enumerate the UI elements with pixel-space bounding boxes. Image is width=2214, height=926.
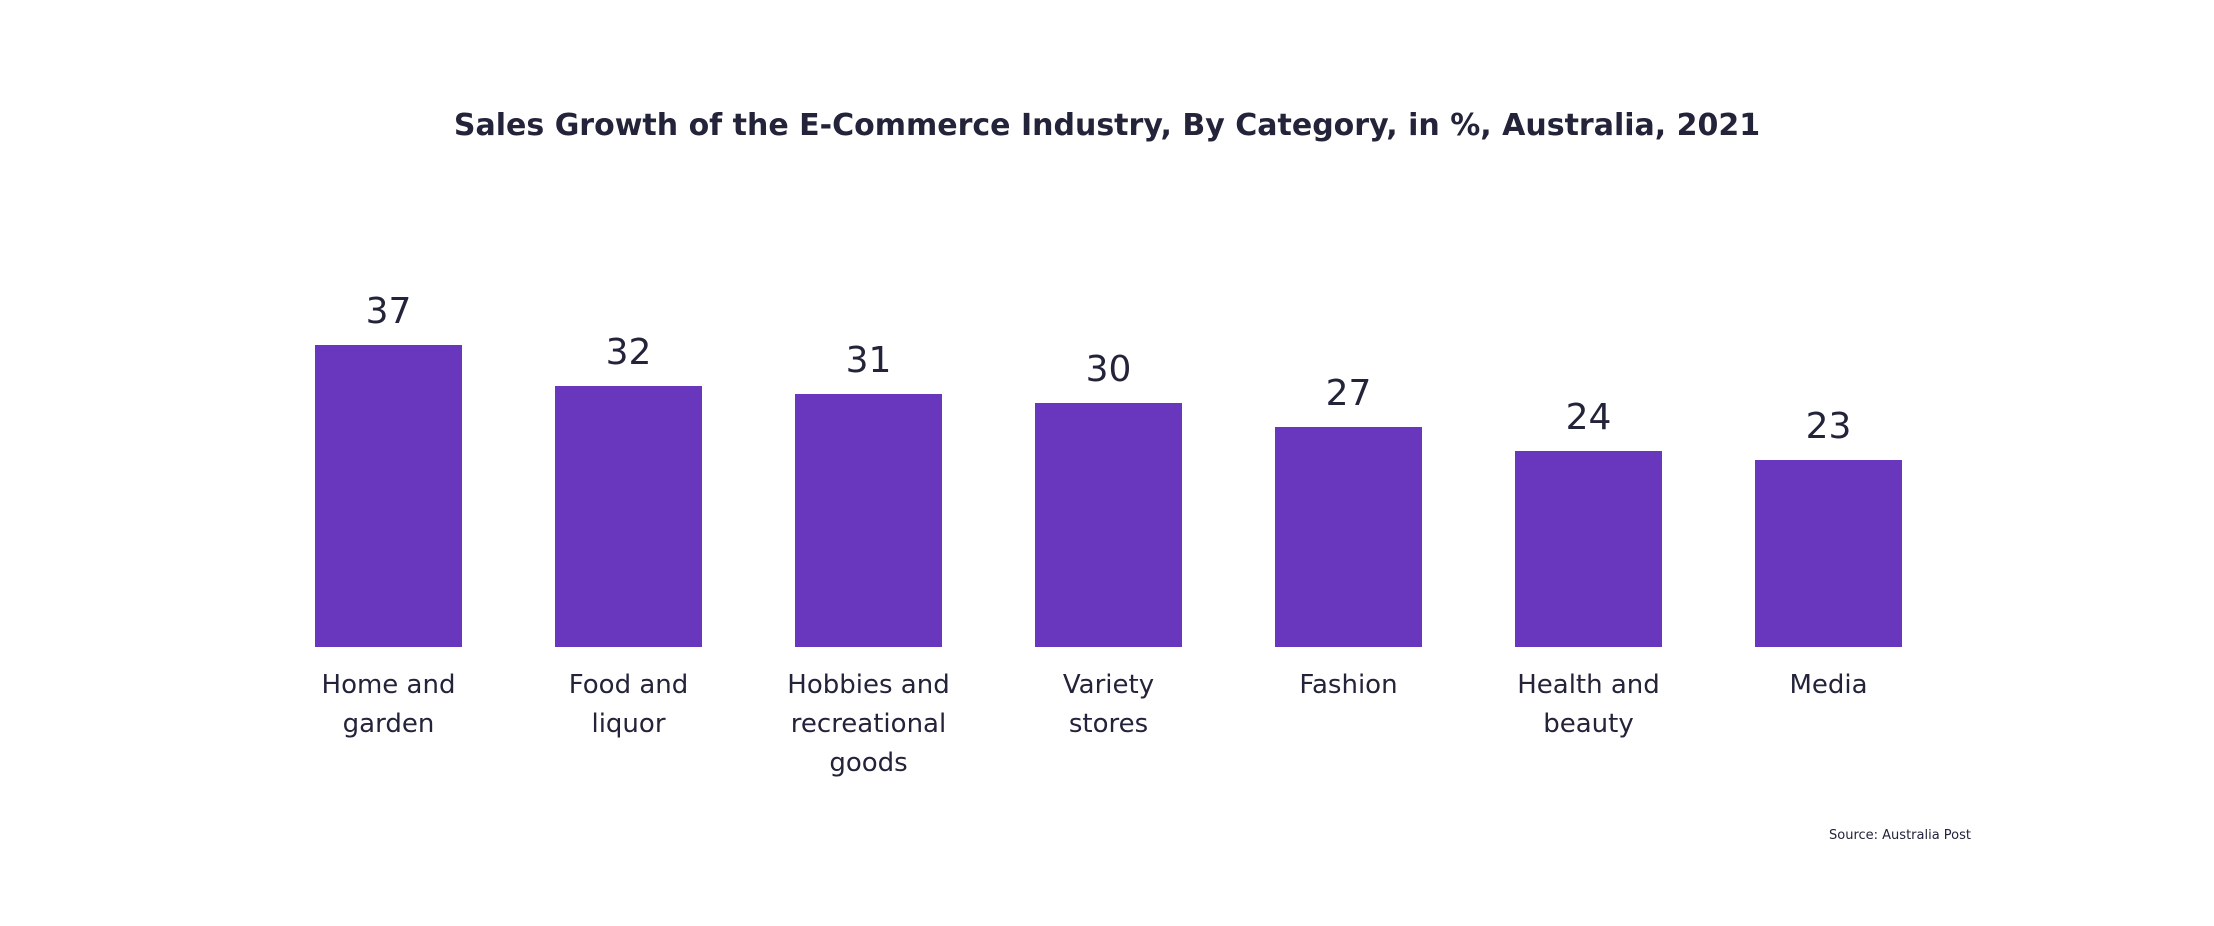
x-tick-label: Health and beauty — [1517, 670, 1660, 739]
source-note: Source: Australia Post — [1829, 828, 1971, 843]
x-tick-label: Media — [1789, 670, 1868, 700]
x-tick-label: Fashion — [1299, 670, 1398, 700]
x-tick-label: Hobbies and recreational goods — [787, 670, 950, 778]
value-label: 27 — [1325, 372, 1372, 414]
bar — [315, 345, 462, 647]
chart-title: Sales Growth of the E-Commerce Industry,… — [453, 108, 1761, 143]
value-label: 32 — [605, 332, 652, 374]
bar — [1035, 402, 1182, 647]
value-label: 37 — [365, 291, 412, 333]
value-label: 30 — [1085, 348, 1132, 390]
bar — [555, 386, 702, 647]
x-tick-label: Variety stores — [1062, 670, 1155, 739]
bar — [1515, 451, 1662, 647]
value-label: 31 — [845, 340, 892, 382]
x-tick-label: Home and garden — [321, 670, 456, 739]
bar — [795, 394, 942, 647]
x-tick-label: Food and liquor — [568, 670, 689, 739]
bar — [1275, 426, 1422, 647]
bar — [1755, 459, 1902, 647]
value-label: 24 — [1565, 397, 1612, 439]
value-label: 23 — [1805, 405, 1852, 447]
